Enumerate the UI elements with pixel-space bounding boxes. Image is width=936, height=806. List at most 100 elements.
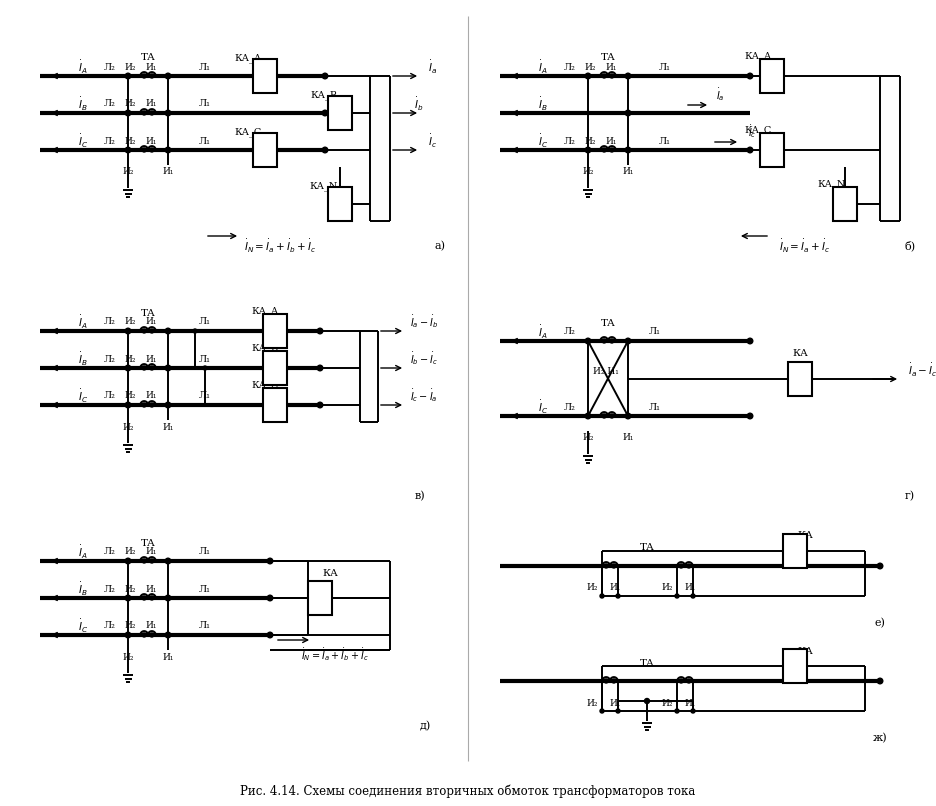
Text: И₂: И₂ [124, 136, 136, 146]
Text: КА: КА [797, 646, 813, 655]
Text: И₂: И₂ [123, 653, 134, 662]
Text: И₁: И₁ [684, 699, 695, 708]
Circle shape [125, 632, 131, 638]
Circle shape [165, 73, 170, 79]
Circle shape [600, 594, 604, 598]
Text: Рис. 4.14. Схемы соединения вторичных обмоток трансформаторов тока: Рис. 4.14. Схемы соединения вторичных об… [241, 784, 695, 798]
Circle shape [317, 365, 323, 371]
Text: ТА: ТА [639, 659, 654, 667]
Text: ТА: ТА [601, 318, 616, 327]
Circle shape [142, 111, 146, 115]
Circle shape [675, 594, 679, 598]
Circle shape [165, 595, 170, 600]
Text: И₁: И₁ [162, 422, 174, 431]
Circle shape [142, 148, 146, 152]
Circle shape [142, 329, 146, 333]
Circle shape [317, 402, 323, 408]
Text: Л₁: Л₁ [199, 136, 211, 146]
Text: И₁: И₁ [145, 392, 156, 401]
Text: $\dot{I}_B$: $\dot{I}_B$ [78, 95, 88, 113]
Bar [788, 362, 812, 396]
Text: И₂: И₂ [124, 99, 136, 109]
Text: Л₂: Л₂ [104, 547, 116, 556]
Circle shape [150, 633, 154, 637]
Bar [328, 187, 352, 221]
Circle shape [150, 559, 154, 563]
Bar [263, 314, 287, 348]
Text: Л₂: Л₂ [104, 318, 116, 326]
Bar [263, 351, 287, 385]
Text: КА_А: КА_А [744, 51, 771, 60]
Bar [308, 581, 332, 615]
Text: КА_А: КА_А [252, 306, 279, 316]
Text: Л₁: Л₁ [199, 547, 211, 556]
Circle shape [616, 709, 620, 713]
Text: $\dot{I}_C$: $\dot{I}_C$ [78, 132, 88, 149]
Text: в): в) [415, 491, 425, 501]
Text: д): д) [419, 721, 431, 731]
Text: И₁: И₁ [606, 136, 617, 146]
Circle shape [142, 633, 146, 637]
Text: ТА: ТА [601, 53, 616, 63]
Text: КА_N: КА_N [818, 179, 846, 189]
Circle shape [625, 147, 631, 153]
Text: И₁: И₁ [145, 318, 156, 326]
Text: $\dot{I}_b$: $\dot{I}_b$ [414, 95, 423, 113]
Text: $\dot{I}_A$: $\dot{I}_A$ [78, 543, 88, 560]
Circle shape [585, 413, 591, 419]
Text: И₂: И₂ [124, 392, 136, 401]
Circle shape [625, 73, 631, 79]
Bar [783, 649, 807, 683]
Circle shape [150, 74, 154, 78]
Circle shape [150, 403, 154, 407]
Circle shape [747, 73, 753, 79]
Text: И₂: И₂ [123, 168, 134, 177]
Text: Л₂: Л₂ [104, 355, 116, 364]
Circle shape [691, 594, 695, 598]
Circle shape [142, 403, 146, 407]
Text: КА_А: КА_А [234, 53, 262, 63]
Text: И₁: И₁ [145, 621, 156, 630]
Text: $\dot{I}_A$: $\dot{I}_A$ [78, 59, 88, 76]
Text: а): а) [434, 241, 446, 251]
Circle shape [625, 413, 631, 419]
Circle shape [165, 365, 170, 371]
Text: Л₁: Л₁ [199, 318, 211, 326]
Text: Л₂: Л₂ [104, 99, 116, 109]
Text: И₂: И₂ [124, 355, 136, 364]
Text: $\dot{I}_A$: $\dot{I}_A$ [538, 323, 548, 340]
Text: И₂ И₁: И₂ И₁ [593, 367, 619, 376]
Text: И₂: И₂ [124, 621, 136, 630]
Circle shape [747, 339, 753, 344]
Text: И₂: И₂ [586, 584, 598, 592]
Text: $\dot{I}_B$: $\dot{I}_B$ [538, 95, 548, 113]
Text: И₂: И₂ [582, 168, 593, 177]
Circle shape [645, 699, 650, 704]
Text: И₁: И₁ [622, 434, 634, 442]
Circle shape [150, 329, 154, 333]
Circle shape [625, 339, 631, 344]
Circle shape [602, 339, 607, 343]
Text: ТА: ТА [639, 543, 654, 552]
Text: И₁: И₁ [145, 136, 156, 146]
Text: И₁: И₁ [145, 63, 156, 72]
Text: Л₂: Л₂ [564, 402, 576, 412]
Text: ТА: ТА [140, 309, 155, 318]
Circle shape [680, 564, 683, 568]
Text: И₁: И₁ [609, 699, 621, 708]
Text: КА: КА [797, 531, 813, 541]
Text: Л₁: Л₁ [649, 402, 661, 412]
Text: КА: КА [322, 568, 338, 578]
Text: И₂: И₂ [582, 434, 593, 442]
Circle shape [125, 365, 131, 371]
Text: $\dot{I}_A$: $\dot{I}_A$ [78, 314, 88, 330]
Text: $\dot{I}_C$: $\dot{I}_C$ [538, 398, 548, 416]
Circle shape [150, 596, 154, 600]
Text: КА: КА [792, 350, 808, 359]
Text: И₂: И₂ [584, 63, 595, 72]
Text: И₂: И₂ [584, 136, 595, 146]
Circle shape [691, 709, 695, 713]
Circle shape [610, 414, 614, 418]
Circle shape [612, 679, 616, 683]
Text: И₂: И₂ [124, 318, 136, 326]
